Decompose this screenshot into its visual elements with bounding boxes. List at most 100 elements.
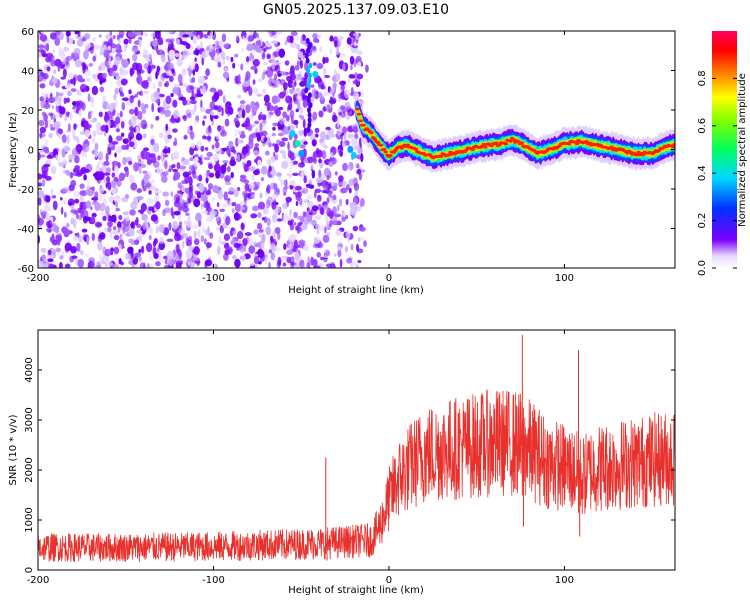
colorbar: 0.0 0.2 0.4 0.6 0.8 Normalized spectral ampl… bbox=[697, 31, 748, 276]
x-tick-label: 0 bbox=[386, 273, 392, 284]
heatmap-cell bbox=[242, 81, 250, 88]
heatmap-cell bbox=[52, 49, 55, 54]
heatmap-cell bbox=[193, 230, 197, 240]
heatmap-cell bbox=[115, 135, 123, 142]
heatmap-cell bbox=[358, 173, 363, 181]
heatmap-cell bbox=[114, 257, 120, 262]
heatmap-cell bbox=[178, 227, 185, 235]
heatmap-cell bbox=[115, 207, 120, 212]
heatmap-cell bbox=[120, 261, 124, 266]
heatmap-cell bbox=[282, 202, 288, 210]
heatmap-cell bbox=[129, 95, 136, 99]
heatmap-cell bbox=[90, 216, 96, 225]
heatmap-cell bbox=[356, 73, 364, 80]
heatmap-cell bbox=[164, 199, 170, 207]
heatmap-cell bbox=[75, 58, 82, 68]
heatmap-cell bbox=[584, 139, 589, 143]
heatmap-cell bbox=[182, 171, 190, 178]
heatmap-cell bbox=[237, 74, 241, 83]
snr-y-label: SNR (10 * v/v) bbox=[8, 414, 19, 485]
heatmap-cell bbox=[288, 180, 296, 186]
heatmap-cell bbox=[317, 81, 322, 90]
heatmap-cell bbox=[38, 190, 45, 199]
heatmap-cell bbox=[44, 99, 50, 105]
heatmap-cell bbox=[239, 245, 245, 253]
heatmap-cell bbox=[295, 87, 301, 93]
heatmap-cell bbox=[356, 207, 361, 213]
heatmap-cell bbox=[269, 243, 276, 251]
heatmap-cell bbox=[183, 220, 188, 225]
heatmap-cell bbox=[140, 203, 147, 212]
heatmap-cell bbox=[319, 225, 325, 232]
heatmap-cell bbox=[271, 78, 278, 84]
colorbar-tick-label: 0.0 bbox=[697, 260, 708, 276]
heatmap-cell bbox=[150, 214, 158, 222]
heatmap-cell bbox=[98, 34, 102, 38]
heatmap-cell bbox=[341, 216, 346, 223]
heatmap-cell bbox=[253, 256, 259, 265]
heatmap-cell bbox=[345, 229, 351, 240]
heatmap-cell bbox=[352, 177, 358, 187]
heatmap-cell bbox=[182, 115, 187, 120]
spectrogram-x-label: Height of straight line (km) bbox=[288, 285, 424, 296]
heatmap-cell bbox=[215, 170, 221, 179]
heatmap-cell bbox=[61, 134, 67, 144]
heatmap-cell bbox=[182, 34, 190, 38]
heatmap-cell bbox=[329, 133, 337, 138]
heatmap-cell bbox=[104, 248, 112, 257]
heatmap-cell bbox=[289, 208, 292, 217]
heatmap-cell bbox=[169, 117, 177, 123]
heatmap-cell bbox=[67, 90, 72, 97]
heatmap-cell bbox=[79, 194, 84, 202]
heatmap-cell bbox=[129, 228, 135, 237]
heatmap-cell bbox=[316, 62, 324, 70]
heatmap-cell bbox=[170, 38, 175, 43]
heatmap-cell bbox=[304, 52, 309, 59]
heatmap-cell bbox=[99, 79, 103, 85]
heatmap-cell bbox=[104, 263, 108, 268]
heatmap-cell bbox=[138, 165, 142, 175]
heatmap-cell bbox=[294, 244, 301, 249]
heatmap-cell bbox=[148, 143, 155, 150]
heatmap-cell bbox=[158, 224, 166, 233]
heatmap-cell bbox=[270, 169, 277, 176]
heatmap-cell bbox=[207, 135, 212, 143]
heatmap-cell bbox=[109, 31, 113, 36]
heatmap-cell bbox=[357, 61, 362, 67]
heatmap-cell bbox=[175, 260, 182, 268]
heatmap-cell bbox=[293, 222, 297, 226]
heatmap-cell bbox=[193, 198, 201, 208]
heatmap-cell bbox=[140, 119, 148, 130]
heatmap-cell bbox=[66, 263, 70, 268]
heatmap-cell bbox=[453, 152, 458, 156]
heatmap-cell bbox=[303, 141, 308, 145]
heatmap-cell bbox=[58, 47, 64, 58]
heatmap-cell bbox=[223, 233, 231, 241]
heatmap-cell bbox=[208, 163, 213, 170]
heatmap-cell bbox=[288, 173, 292, 179]
heatmap-cell bbox=[200, 202, 204, 210]
heatmap-cell bbox=[319, 46, 323, 53]
heatmap-cell bbox=[300, 107, 304, 114]
heatmap-cell bbox=[86, 188, 90, 193]
heatmap-cell bbox=[266, 158, 272, 167]
heatmap-cell bbox=[181, 240, 185, 249]
heatmap-cell bbox=[64, 116, 68, 122]
heatmap-cell bbox=[117, 226, 121, 233]
heatmap-cell bbox=[222, 159, 229, 164]
heatmap-cell bbox=[325, 181, 332, 186]
heatmap-cell bbox=[43, 163, 51, 168]
heatmap-cell bbox=[247, 34, 254, 42]
heatmap-cell bbox=[250, 191, 255, 196]
heatmap-cell bbox=[671, 145, 675, 149]
heatmap-cell bbox=[205, 190, 211, 195]
heatmap-cell bbox=[212, 31, 217, 41]
heatmap-cell bbox=[176, 38, 181, 45]
heatmap-cell bbox=[81, 228, 88, 233]
heatmap-cell bbox=[155, 201, 161, 210]
heatmap-cell bbox=[112, 64, 118, 72]
heatmap-cell bbox=[295, 124, 299, 129]
heatmap-cell bbox=[338, 243, 344, 248]
heatmap-cell bbox=[289, 41, 297, 49]
heatmap-cell bbox=[167, 146, 171, 154]
